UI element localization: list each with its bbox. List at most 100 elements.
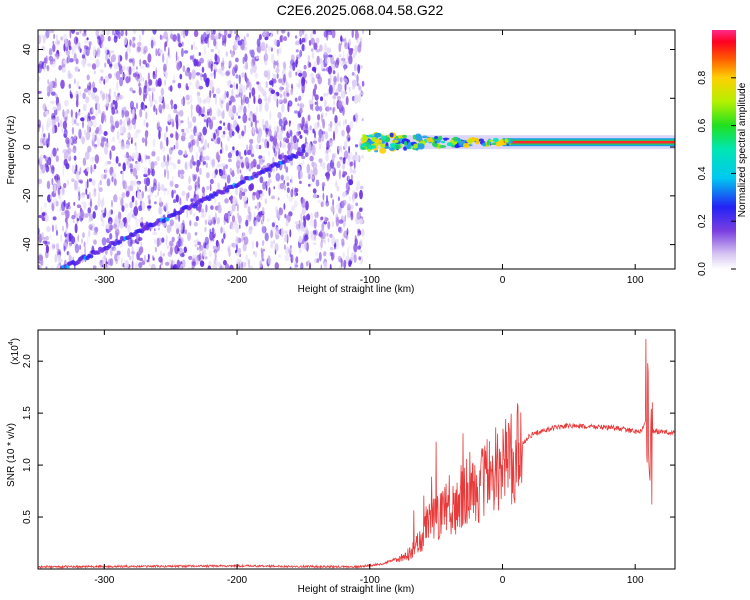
heatmap-noise-cell (110, 209, 114, 215)
heatmap-noise-cell (196, 137, 200, 148)
heatmap-noise-cell (78, 68, 80, 72)
heatmap-noise-cell (238, 105, 242, 114)
heatmap-noise-cell (115, 95, 120, 101)
x-tick-label: 0 (500, 575, 506, 586)
heatmap-noise-cell (359, 207, 363, 212)
heatmap-noise-cell (313, 258, 318, 264)
heatmap-noise-cell (275, 67, 280, 74)
heatmap-noise-cell (269, 135, 274, 142)
carrier-blob (361, 135, 369, 141)
heatmap-noise-cell (46, 85, 51, 94)
carrier-blob (446, 142, 453, 147)
heatmap-noise-cell (78, 109, 81, 113)
heatmap-noise-cell (253, 95, 256, 105)
heatmap-noise-cell (97, 108, 101, 114)
heatmap-noise-cell (283, 244, 286, 250)
snr-x-ticks: -300 -200 -100 0 100 (94, 330, 644, 586)
heatmap-noise-cell (54, 77, 57, 87)
heatmap-noise-cell (194, 243, 198, 248)
heatmap-noise-cell (131, 195, 135, 203)
heatmap-noise-cell (45, 138, 50, 148)
heatmap-signal-cell (206, 196, 212, 202)
heatmap-noise-cell (132, 57, 135, 67)
carrier-blob (434, 136, 439, 139)
heatmap-noise-cell (241, 99, 244, 106)
heatmap-noise-cell (200, 208, 205, 213)
heatmap-noise-cell (212, 245, 218, 250)
heatmap-noise-cell (220, 104, 223, 109)
heatmap-noise-cell (230, 221, 233, 227)
heatmap-noise-cell (98, 130, 101, 136)
heatmap-noise-cell (285, 246, 290, 255)
heatmap-noise-cell (221, 94, 226, 104)
heatmap-noise-cell (104, 142, 108, 147)
heatmap-noise-cell (318, 251, 322, 262)
heatmap-noise-cell (51, 224, 54, 233)
heatmap-noise-cell (62, 166, 65, 177)
heatmap-noise-cell (187, 232, 191, 242)
heatmap-noise-cell (142, 59, 147, 65)
heatmap-noise-cell (131, 251, 136, 255)
heatmap-noise-cell (290, 88, 294, 96)
heatmap-noise-cell (147, 53, 152, 63)
heatmap-noise-cell (140, 242, 142, 248)
heatmap-noise-cell (312, 193, 318, 199)
heatmap-noise-cell (93, 231, 98, 236)
heatmap-noise-cell (162, 145, 166, 152)
heatmap-noise-cell (264, 198, 268, 205)
heatmap-noise-cell (96, 137, 100, 147)
heatmap-noise-cell (310, 182, 313, 187)
heatmap-noise-cell (267, 127, 269, 132)
heatmap-noise-cell (339, 156, 343, 160)
heatmap-noise-cell (216, 108, 221, 118)
heatmap-noise-cell (144, 137, 148, 147)
heatmap-noise-cell (188, 142, 191, 149)
heatmap-noise-cell (118, 54, 120, 64)
heatmap-noise-cell (337, 83, 343, 92)
heatmap-noise-cell (305, 136, 307, 144)
carrier-blob (443, 138, 448, 141)
heatmap-noise-cell (172, 163, 177, 170)
carrier-blob (439, 145, 447, 148)
heatmap-noise-cell (132, 36, 136, 41)
heatmap-noise-cell (51, 165, 55, 174)
heatmap-noise-cell (82, 120, 84, 129)
heatmap-noise-cell (309, 230, 314, 239)
heatmap-noise-cell (255, 144, 260, 150)
heatmap-noise-cell (97, 36, 101, 46)
heatmap-noise-cell (51, 242, 55, 251)
heatmap-noise-cell (262, 30, 267, 37)
heatmap-noise-cell (222, 130, 226, 135)
heatmap-noise-cell (195, 79, 200, 90)
heatmap-noise-cell (354, 160, 356, 170)
heatmap-noise-cell (166, 245, 170, 249)
heatmap-noise-cell (209, 79, 214, 90)
heatmap-noise-cell (244, 96, 250, 105)
heatmap-noise-cell (61, 211, 66, 216)
snr-y-scale-close: ) (10, 338, 21, 341)
heatmap-noise-cell (88, 224, 93, 230)
heatmap-noise-cell (125, 116, 129, 122)
heatmap-noise-cell (357, 245, 361, 250)
heatmap-noise-cell (155, 48, 158, 57)
heatmap-noise-cell (198, 146, 201, 153)
heatmap-noise-cell (205, 162, 208, 169)
spectrogram-x-ticks: -300 -200 -100 0 100 (94, 30, 644, 286)
heatmap-noise-cell (347, 154, 351, 162)
heatmap-noise-cell (285, 220, 289, 227)
heatmap-noise-cell (111, 54, 116, 62)
heatmap-noise-cell (73, 78, 76, 85)
heatmap-noise-cell (93, 45, 96, 56)
heatmap-noise-cell (135, 217, 139, 227)
heatmap-noise-cell (54, 41, 57, 45)
x-tick-label: -300 (94, 275, 114, 286)
heatmap-noise-cell (311, 77, 315, 84)
heatmap-noise-cell (296, 165, 301, 172)
heatmap-noise-cell (147, 206, 151, 211)
heatmap-noise-cell (340, 57, 346, 62)
heatmap-noise-cell (111, 30, 115, 36)
heatmap-noise-cell (164, 168, 166, 178)
heatmap-noise-cell (221, 57, 225, 61)
heatmap-noise-cell (128, 163, 133, 169)
heatmap-noise-cell (78, 128, 82, 139)
